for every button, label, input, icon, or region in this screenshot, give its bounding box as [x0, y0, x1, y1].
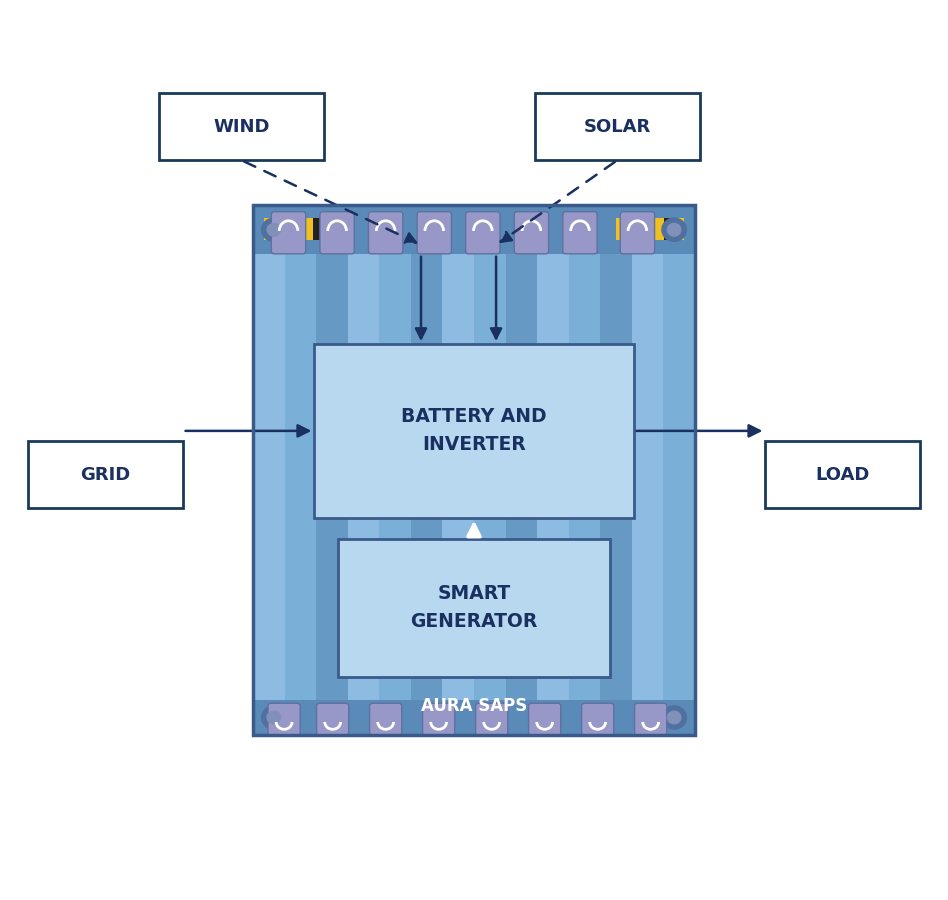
Text: WIND: WIND	[213, 118, 269, 136]
Bar	[645, 218, 654, 240]
Bar	[379, 205, 410, 735]
Bar	[253, 205, 695, 254]
Bar	[314, 344, 634, 518]
FancyBboxPatch shape	[476, 703, 508, 735]
Bar	[253, 205, 284, 735]
Bar	[538, 205, 569, 735]
Bar	[654, 218, 665, 240]
Bar	[303, 218, 313, 240]
Bar	[535, 94, 700, 160]
Bar	[631, 205, 664, 735]
Circle shape	[667, 223, 681, 236]
Bar	[317, 205, 348, 735]
Bar	[253, 205, 695, 735]
Text: BATTERY AND
INVERTER: BATTERY AND INVERTER	[401, 408, 547, 454]
Circle shape	[267, 711, 281, 724]
Bar	[616, 218, 626, 240]
FancyBboxPatch shape	[581, 703, 613, 735]
Bar	[635, 218, 645, 240]
Bar	[159, 94, 323, 160]
Bar	[600, 205, 631, 735]
Bar	[274, 218, 283, 240]
FancyBboxPatch shape	[620, 212, 654, 254]
Text: SOLAR: SOLAR	[584, 118, 651, 136]
FancyBboxPatch shape	[369, 212, 403, 254]
Circle shape	[267, 223, 281, 236]
FancyBboxPatch shape	[370, 703, 402, 735]
Bar	[765, 441, 921, 508]
Bar	[294, 218, 303, 240]
Bar	[253, 205, 695, 735]
FancyBboxPatch shape	[417, 212, 451, 254]
Bar	[284, 205, 317, 735]
FancyBboxPatch shape	[563, 212, 597, 254]
FancyBboxPatch shape	[465, 212, 500, 254]
Circle shape	[667, 711, 681, 724]
FancyBboxPatch shape	[514, 212, 549, 254]
Bar	[264, 218, 274, 240]
Text: GRID: GRID	[80, 465, 130, 483]
Bar	[283, 218, 294, 240]
Bar	[626, 218, 635, 240]
Bar	[253, 699, 695, 735]
Bar	[443, 205, 474, 735]
Text: AURA SAPS: AURA SAPS	[421, 698, 527, 716]
Bar	[664, 205, 695, 735]
FancyBboxPatch shape	[634, 703, 666, 735]
Bar	[665, 218, 674, 240]
Bar	[410, 205, 443, 735]
FancyBboxPatch shape	[317, 703, 349, 735]
Bar	[474, 205, 505, 735]
Bar	[505, 205, 538, 735]
Bar	[313, 218, 322, 240]
Circle shape	[262, 706, 286, 729]
Text: SMART
GENERATOR: SMART GENERATOR	[410, 584, 538, 632]
Text: LOAD: LOAD	[815, 465, 870, 483]
FancyBboxPatch shape	[529, 703, 560, 735]
Bar	[569, 205, 600, 735]
Bar	[674, 218, 684, 240]
FancyBboxPatch shape	[268, 703, 301, 735]
Bar	[348, 205, 379, 735]
Circle shape	[262, 218, 286, 241]
Circle shape	[662, 706, 686, 729]
Bar	[322, 218, 332, 240]
Bar	[27, 441, 183, 508]
FancyBboxPatch shape	[423, 703, 455, 735]
Circle shape	[662, 218, 686, 241]
Bar	[337, 539, 611, 677]
FancyBboxPatch shape	[271, 212, 305, 254]
FancyBboxPatch shape	[319, 212, 355, 254]
